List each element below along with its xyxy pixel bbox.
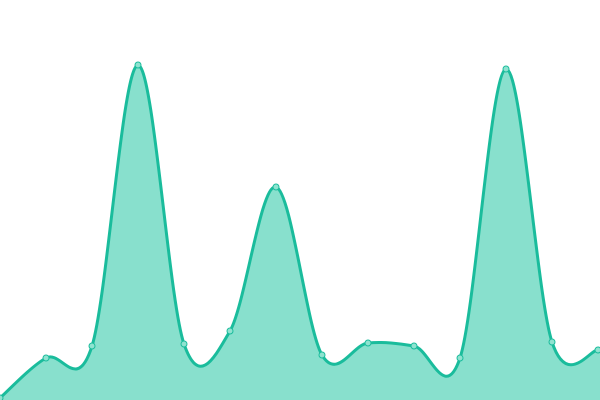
data-point-2 bbox=[88, 342, 96, 350]
data-point-9 bbox=[410, 342, 418, 350]
data-point-0 bbox=[0, 394, 4, 400]
data-points bbox=[0, 61, 600, 400]
data-point-12 bbox=[548, 338, 556, 346]
data-point-13 bbox=[594, 346, 600, 354]
data-point-8 bbox=[364, 339, 372, 347]
data-point-4 bbox=[180, 340, 188, 348]
data-point-6 bbox=[272, 183, 280, 191]
data-point-11 bbox=[502, 65, 510, 73]
data-point-5 bbox=[226, 327, 234, 335]
data-point-10 bbox=[456, 354, 464, 362]
data-point-3 bbox=[134, 61, 142, 69]
data-point-1 bbox=[42, 354, 50, 362]
data-point-7 bbox=[318, 351, 326, 359]
area-fill bbox=[0, 64, 600, 400]
